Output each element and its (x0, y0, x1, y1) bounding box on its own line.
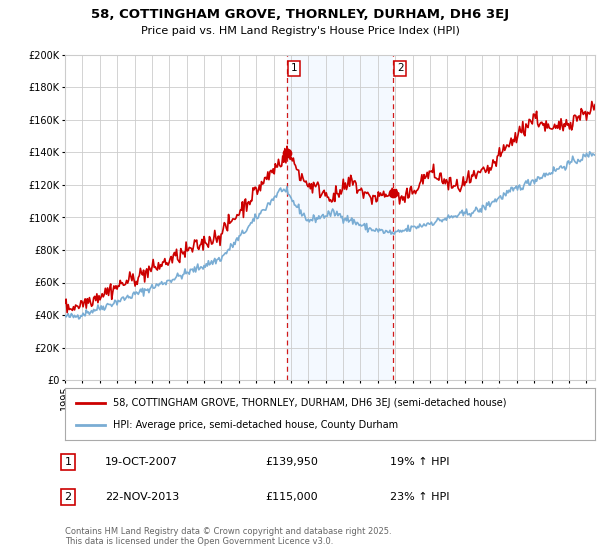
Text: 58, COTTINGHAM GROVE, THORNLEY, DURHAM, DH6 3EJ: 58, COTTINGHAM GROVE, THORNLEY, DURHAM, … (91, 8, 509, 21)
Text: £139,950: £139,950 (265, 457, 318, 467)
Text: 2: 2 (397, 63, 404, 73)
Text: Price paid vs. HM Land Registry's House Price Index (HPI): Price paid vs. HM Land Registry's House … (140, 26, 460, 36)
Text: £115,000: £115,000 (265, 492, 317, 502)
Text: 19% ↑ HPI: 19% ↑ HPI (390, 457, 449, 467)
Text: 23% ↑ HPI: 23% ↑ HPI (390, 492, 449, 502)
Text: 2: 2 (64, 492, 71, 502)
Text: 1: 1 (65, 457, 71, 467)
Text: 58, COTTINGHAM GROVE, THORNLEY, DURHAM, DH6 3EJ (semi-detached house): 58, COTTINGHAM GROVE, THORNLEY, DURHAM, … (113, 398, 506, 408)
Text: HPI: Average price, semi-detached house, County Durham: HPI: Average price, semi-detached house,… (113, 421, 398, 431)
Text: 19-OCT-2007: 19-OCT-2007 (105, 457, 178, 467)
Text: 22-NOV-2013: 22-NOV-2013 (105, 492, 179, 502)
Text: 1: 1 (291, 63, 298, 73)
Text: Contains HM Land Registry data © Crown copyright and database right 2025.
This d: Contains HM Land Registry data © Crown c… (65, 527, 392, 547)
Bar (287, 55, 394, 380)
